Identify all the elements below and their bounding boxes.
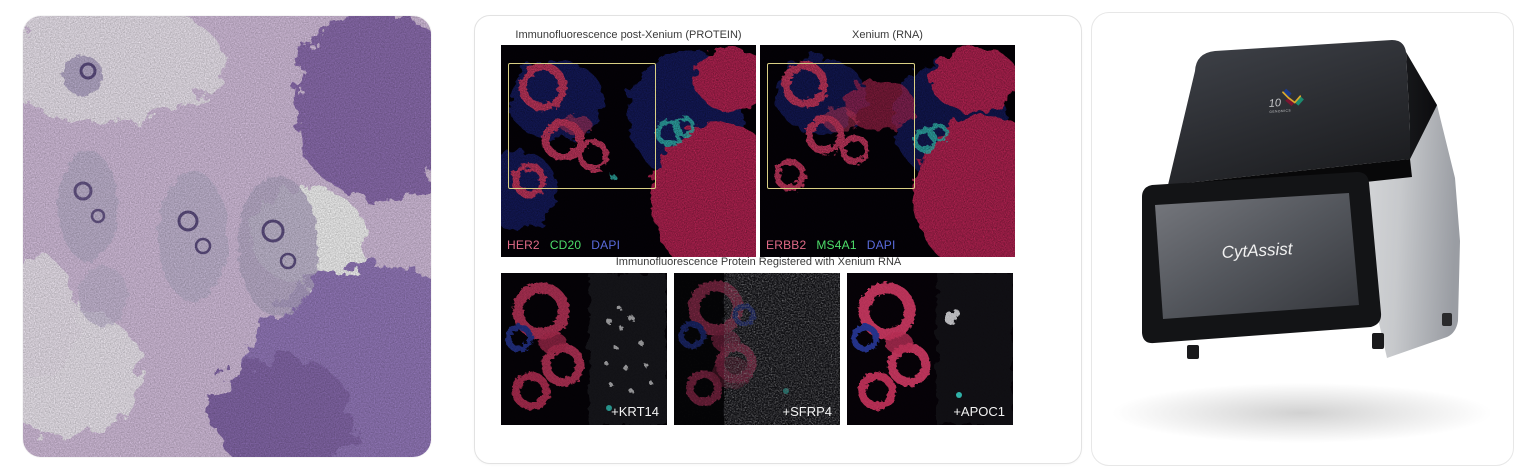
svg-text:10: 10 bbox=[1268, 97, 1282, 110]
svg-text:CytAssist: CytAssist bbox=[1221, 239, 1294, 262]
